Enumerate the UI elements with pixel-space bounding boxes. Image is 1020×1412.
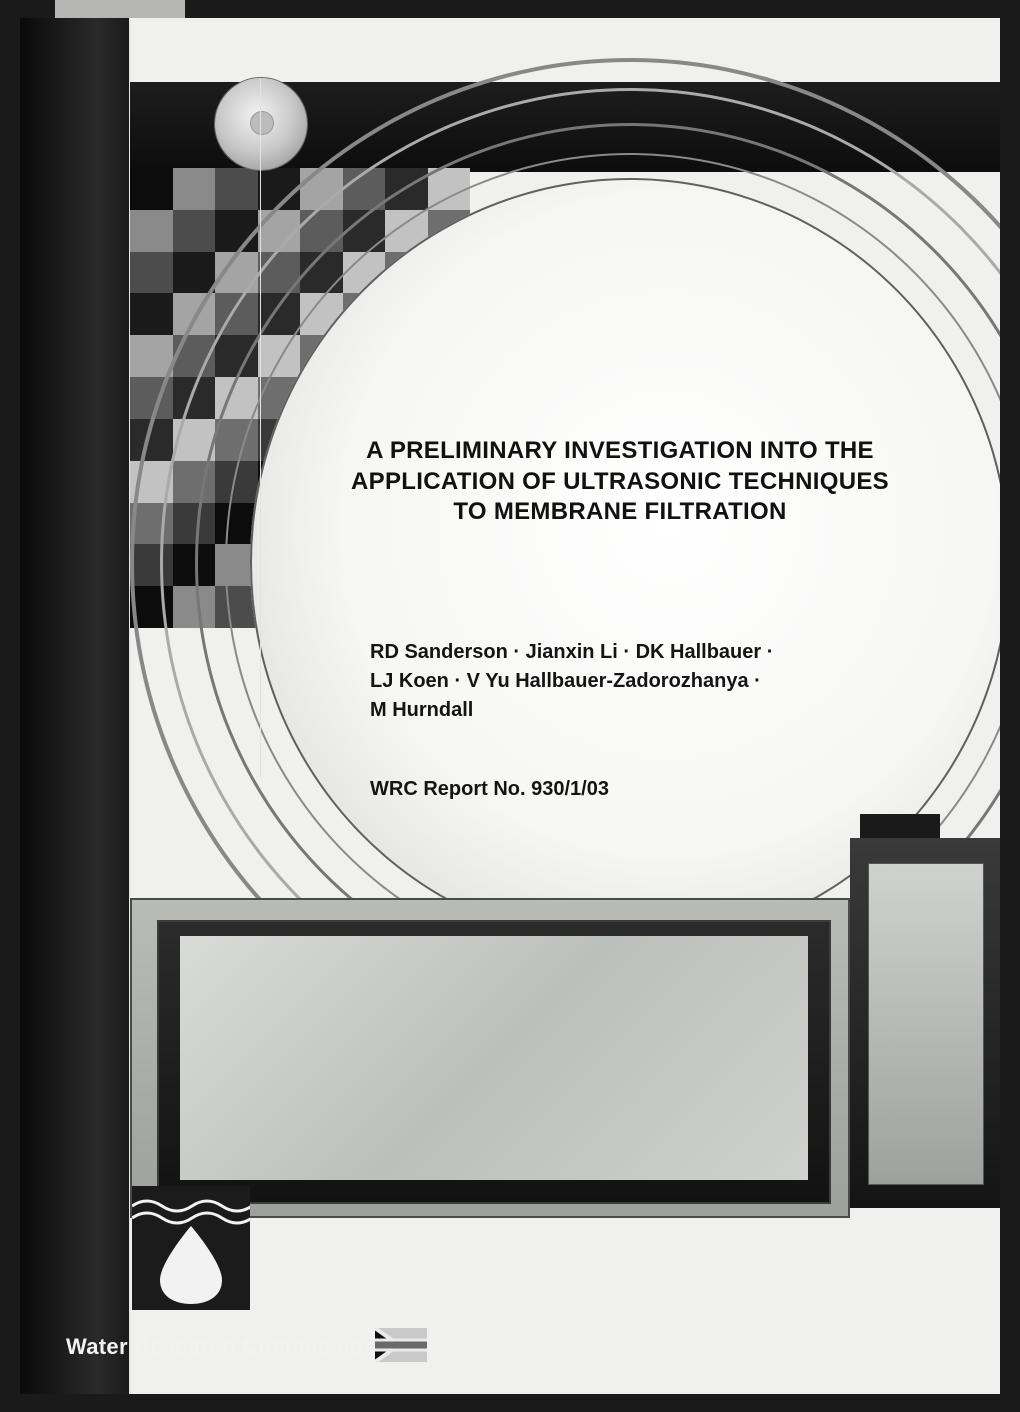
authors-line-3: M Hurndall	[370, 696, 930, 725]
left-dark-band	[20, 18, 130, 1394]
south-africa-flag-icon	[375, 1328, 427, 1362]
authors-line-1: RD Sanderson · Jianxin Li · DK Hallbauer…	[370, 638, 930, 667]
title-line-1: A PRELIMINARY INVESTIGATION INTO THE	[290, 436, 950, 467]
organization-name: Water Research Commission	[66, 1334, 377, 1360]
medallion-circle-icon	[215, 78, 307, 170]
scan-artifact-bar	[55, 0, 185, 18]
lower-geometric-texture	[180, 936, 808, 1180]
wrc-logo-drop-icon	[152, 1224, 230, 1306]
report-cover-page: A PRELIMINARY INVESTIGATION INTO THE APP…	[20, 18, 1000, 1394]
authors-block: RD Sanderson · Jianxin Li · DK Hallbauer…	[370, 638, 930, 725]
wrc-logo	[132, 1186, 250, 1310]
title-line-2: APPLICATION OF ULTRASONIC TECHNIQUES	[290, 467, 950, 498]
report-title: A PRELIMINARY INVESTIGATION INTO THE APP…	[290, 436, 950, 528]
report-number: WRC Report No. 930/1/03	[370, 778, 609, 801]
vertical-hairline	[260, 78, 261, 778]
right-dark-column	[850, 838, 1000, 1208]
authors-line-2: LJ Koen · V Yu Hallbauer-Zadorozhanya ·	[370, 667, 930, 696]
title-line-3: TO MEMBRANE FILTRATION	[290, 497, 950, 528]
